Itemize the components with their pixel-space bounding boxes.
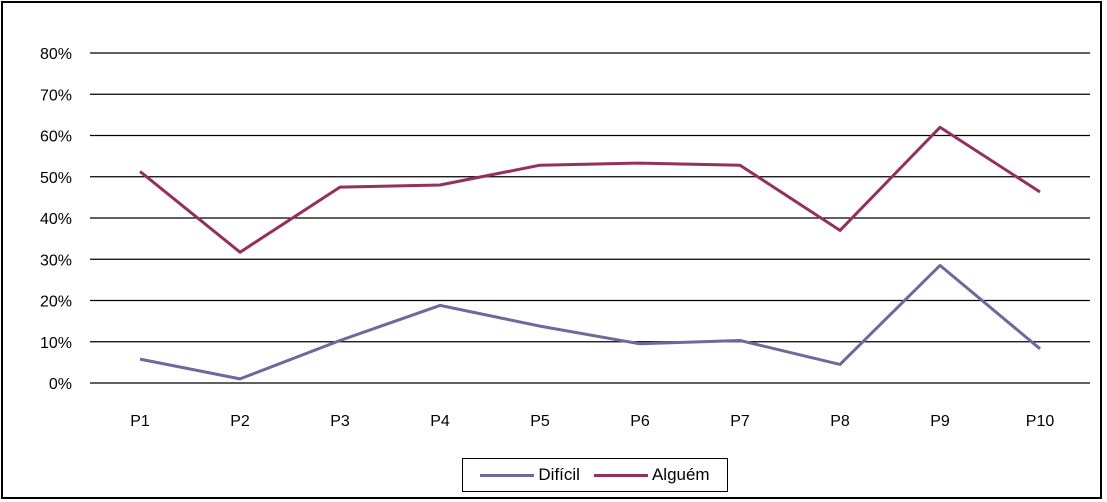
x-tick-label: P5 bbox=[530, 413, 550, 430]
series-line-1 bbox=[139, 125, 1041, 254]
x-tick-label: P6 bbox=[630, 413, 650, 430]
legend-swatch-alguem bbox=[593, 473, 648, 477]
x-tick-label: P4 bbox=[430, 413, 450, 430]
x-tick-label: P2 bbox=[230, 413, 250, 430]
legend: Difícil Alguém bbox=[462, 458, 728, 492]
y-tick-label: 70% bbox=[40, 87, 72, 104]
x-tick-label: P7 bbox=[730, 413, 750, 430]
x-tick-label: P3 bbox=[330, 413, 350, 430]
x-axis-tick-labels: P1 P2 P3 P4 P5 P6 P7 P8 P9 P10 bbox=[130, 413, 1054, 430]
x-tick-label: P10 bbox=[1026, 413, 1055, 430]
x-tick-label: P8 bbox=[830, 413, 850, 430]
y-tick-label: 0% bbox=[49, 376, 72, 393]
y-axis-tick-labels: 0% 10% 20% 30% 40% 50% 60% 70% 80% bbox=[40, 46, 72, 393]
y-tick-label: 30% bbox=[40, 252, 72, 269]
legend-item-dificil: Difícil bbox=[480, 465, 580, 485]
y-tick-label: 50% bbox=[40, 170, 72, 187]
y-tick-label: 40% bbox=[40, 211, 72, 228]
legend-label-alguem: Alguém bbox=[651, 465, 710, 484]
series-lines bbox=[139, 125, 1041, 381]
legend-item-alguem: Alguém bbox=[593, 465, 710, 485]
y-tick-label: 20% bbox=[40, 294, 72, 311]
y-tick-label: 80% bbox=[40, 46, 72, 63]
x-tick-label: P1 bbox=[130, 413, 150, 430]
x-tick-label: P9 bbox=[930, 413, 950, 430]
gridlines bbox=[90, 52, 1090, 384]
y-tick-label: 10% bbox=[40, 335, 72, 352]
legend-swatch-dificil bbox=[480, 473, 535, 477]
y-tick-label: 60% bbox=[40, 129, 72, 146]
series-line-0 bbox=[139, 263, 1041, 381]
legend-label-dificil: Difícil bbox=[538, 465, 580, 484]
